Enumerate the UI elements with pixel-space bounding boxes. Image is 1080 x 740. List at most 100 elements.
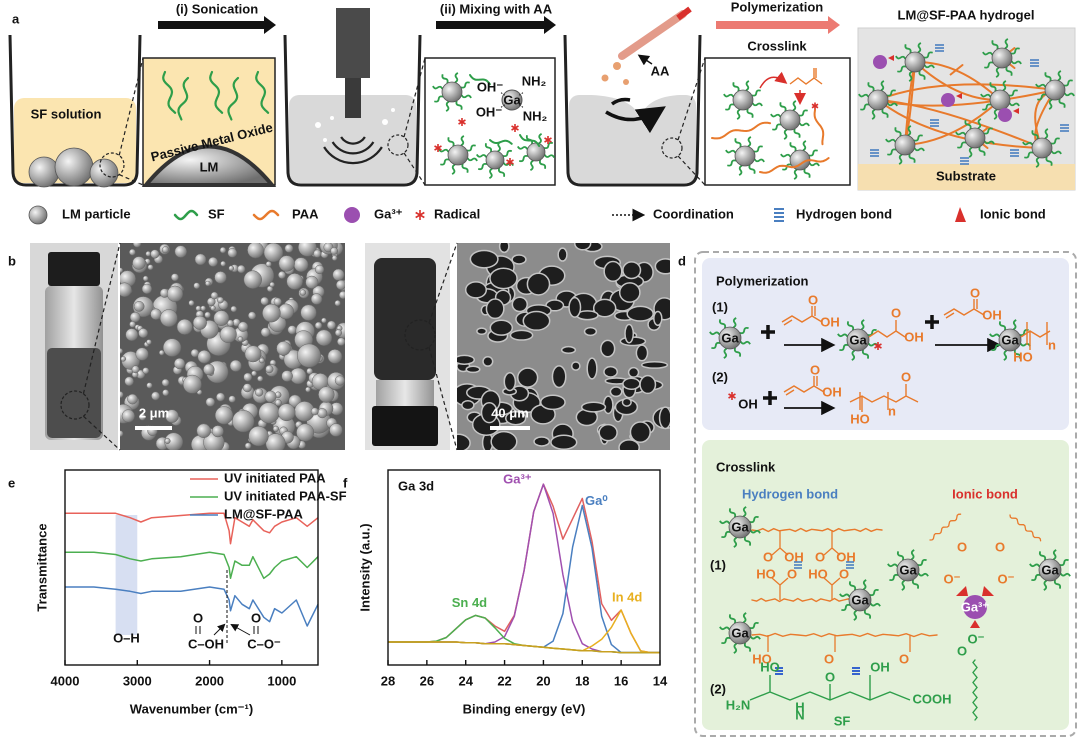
sf-hair	[895, 55, 907, 60]
sf-hair	[1010, 47, 1020, 55]
sem-particle	[331, 255, 338, 261]
sem-pore	[624, 323, 635, 344]
process-arrow	[716, 16, 840, 34]
sf-hair	[862, 579, 867, 591]
sem-particle	[332, 268, 345, 281]
legend-label: Ionic bond	[980, 206, 1046, 221]
sem-particle	[310, 407, 319, 416]
sem-particle	[194, 253, 207, 266]
bubble	[315, 122, 321, 128]
step-label: (2)	[712, 369, 728, 384]
atom-label: O⁻	[968, 631, 985, 646]
sf-hair	[793, 168, 798, 180]
section-title: Polymerization	[716, 273, 809, 288]
ga-ion	[998, 108, 1012, 122]
sem-particle	[147, 264, 154, 271]
inverted-gel	[374, 258, 436, 380]
sf-hair	[995, 66, 1000, 78]
sf-hair	[998, 321, 1007, 331]
series-line	[65, 551, 319, 580]
sem-pore	[600, 339, 616, 358]
paa-network	[877, 83, 1056, 101]
radical-oh: OH	[738, 396, 758, 411]
sf-hair	[1043, 579, 1048, 591]
sem-particle	[242, 383, 252, 393]
lm-particle	[28, 205, 48, 225]
process-arrow	[158, 16, 276, 34]
sf-hair	[745, 80, 750, 92]
atom-label: HO	[1013, 349, 1033, 364]
sem-particle	[208, 256, 218, 267]
sf-hair	[742, 612, 747, 624]
x-tick-label: 18	[575, 673, 589, 688]
sem-particle	[138, 413, 146, 421]
sf-hair	[904, 44, 912, 54]
x-tick-label: 14	[653, 673, 668, 688]
sf-hair	[1008, 89, 1018, 97]
sf-hair	[445, 100, 450, 112]
sem-particle	[216, 392, 225, 402]
sem-particle	[321, 317, 327, 324]
sem-pore	[461, 400, 475, 411]
sem-particle	[203, 363, 215, 376]
sem-particle	[286, 273, 304, 290]
sem-particle	[121, 409, 135, 423]
sem-particle	[306, 367, 313, 375]
sem-pore	[635, 344, 649, 362]
sem-particles	[120, 243, 345, 450]
ga-label: Ga	[731, 625, 749, 640]
x-tick-label: 22	[497, 673, 511, 688]
x-tick-label: 1000	[267, 673, 296, 688]
sf-hair	[725, 149, 737, 154]
sf-hair	[723, 347, 728, 359]
sf-hair	[517, 145, 529, 150]
sf-hair	[733, 347, 742, 357]
sem-particle	[327, 349, 343, 364]
radical-chain	[868, 320, 906, 338]
sf-hair	[968, 146, 973, 158]
sem-particle	[254, 388, 264, 397]
sf-hair	[896, 551, 905, 561]
sem-particle	[151, 391, 160, 401]
sem-particle	[150, 249, 160, 259]
sf-hair	[837, 333, 849, 338]
sf-hair	[867, 328, 877, 337]
sem-particle	[260, 327, 271, 338]
atom-label: n	[888, 403, 896, 418]
sem-pore	[465, 365, 481, 374]
lm-particle	[964, 127, 986, 149]
sf-hair	[1050, 137, 1060, 145]
lm-particle	[441, 81, 463, 103]
atom-label: O	[839, 566, 849, 581]
sem-particle	[330, 247, 338, 255]
atom-label: O	[995, 539, 1005, 554]
sem-particle	[120, 430, 124, 437]
sem-particle	[230, 305, 237, 313]
atom-label: OH	[822, 384, 842, 399]
sem-particle	[314, 264, 325, 275]
sem-particle	[276, 341, 291, 356]
sf-hair	[860, 319, 865, 331]
sf-hair	[461, 163, 469, 173]
zoom-circle	[387, 134, 409, 156]
peak-label: Sn 4d	[452, 595, 487, 610]
process-arrow	[436, 16, 556, 34]
sf-hair	[719, 520, 731, 525]
sf-chain	[177, 76, 190, 121]
sf-hair	[742, 506, 747, 518]
sf-hair	[1019, 342, 1031, 347]
sf-hair	[853, 609, 858, 621]
sf-chain	[162, 70, 177, 114]
sound-wave	[340, 136, 366, 145]
plot-frame	[64, 469, 319, 666]
paa-chain	[751, 527, 883, 533]
zoom-circle	[404, 319, 436, 351]
series-line	[388, 483, 660, 654]
sf-hair	[753, 158, 765, 163]
lm-particle	[734, 145, 756, 167]
sf-hair	[753, 145, 763, 153]
zoom-line	[118, 174, 144, 186]
sem-particle	[227, 248, 238, 258]
sem-particle	[247, 311, 257, 320]
y-axis-label: Transmittance	[34, 523, 49, 611]
